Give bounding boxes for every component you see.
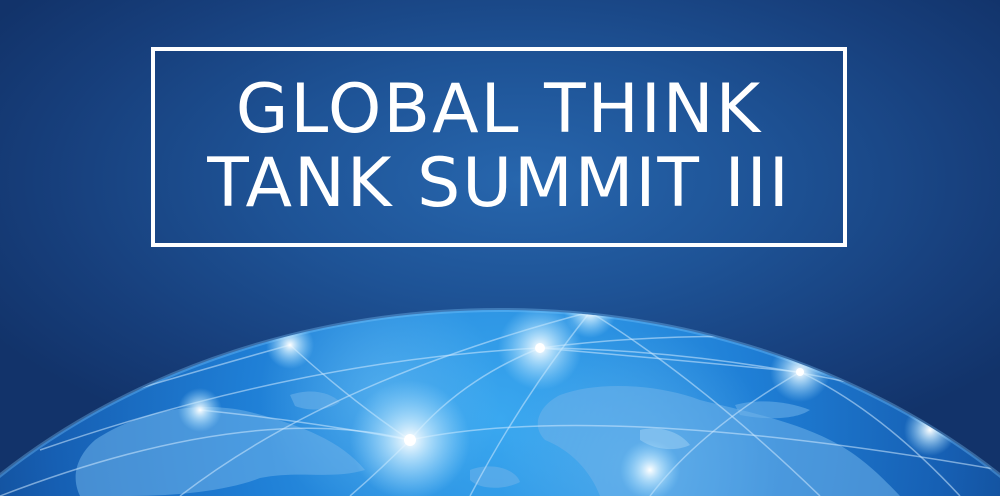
title-line-1: GLOBAL THINK — [235, 70, 763, 149]
title-line-2: TANK SUMMIT III — [207, 144, 791, 223]
title-frame: GLOBAL THINK TANK SUMMIT III — [151, 47, 847, 247]
